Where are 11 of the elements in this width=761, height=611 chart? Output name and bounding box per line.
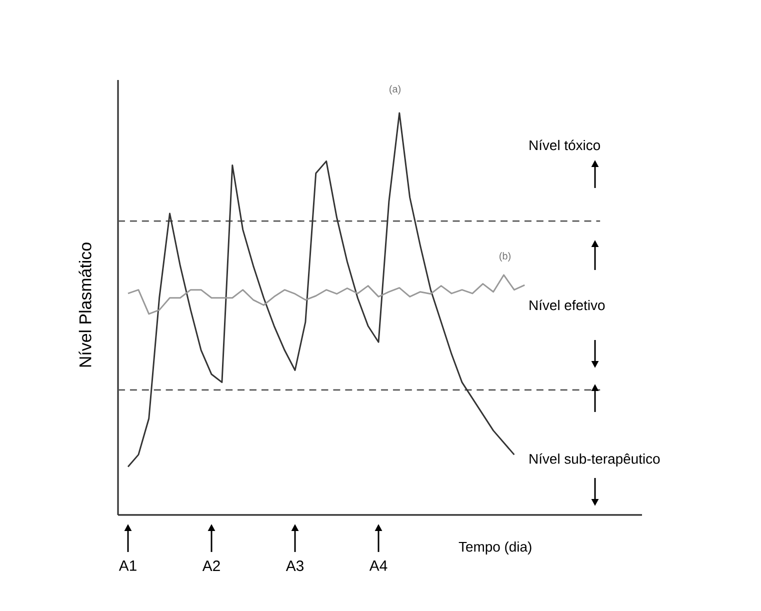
- x-axis-title: Tempo (dia): [458, 541, 532, 554]
- annotation: (b): [500, 252, 510, 262]
- annotation: Nível tóxico: [530, 140, 600, 150]
- text: (a): [390, 85, 400, 94]
- x-tick-label: A1: [118, 560, 136, 571]
- annotation: Nível sub-terapêutico: [530, 453, 660, 467]
- y-axis-title: Nível Plasmático: [78, 242, 92, 367]
- annotation: Nível efetivo: [530, 300, 605, 310]
- x-tick-label: A2: [202, 560, 220, 571]
- x-tick-label: A4: [369, 560, 388, 571]
- x-tick-label: A3: [286, 560, 304, 572]
